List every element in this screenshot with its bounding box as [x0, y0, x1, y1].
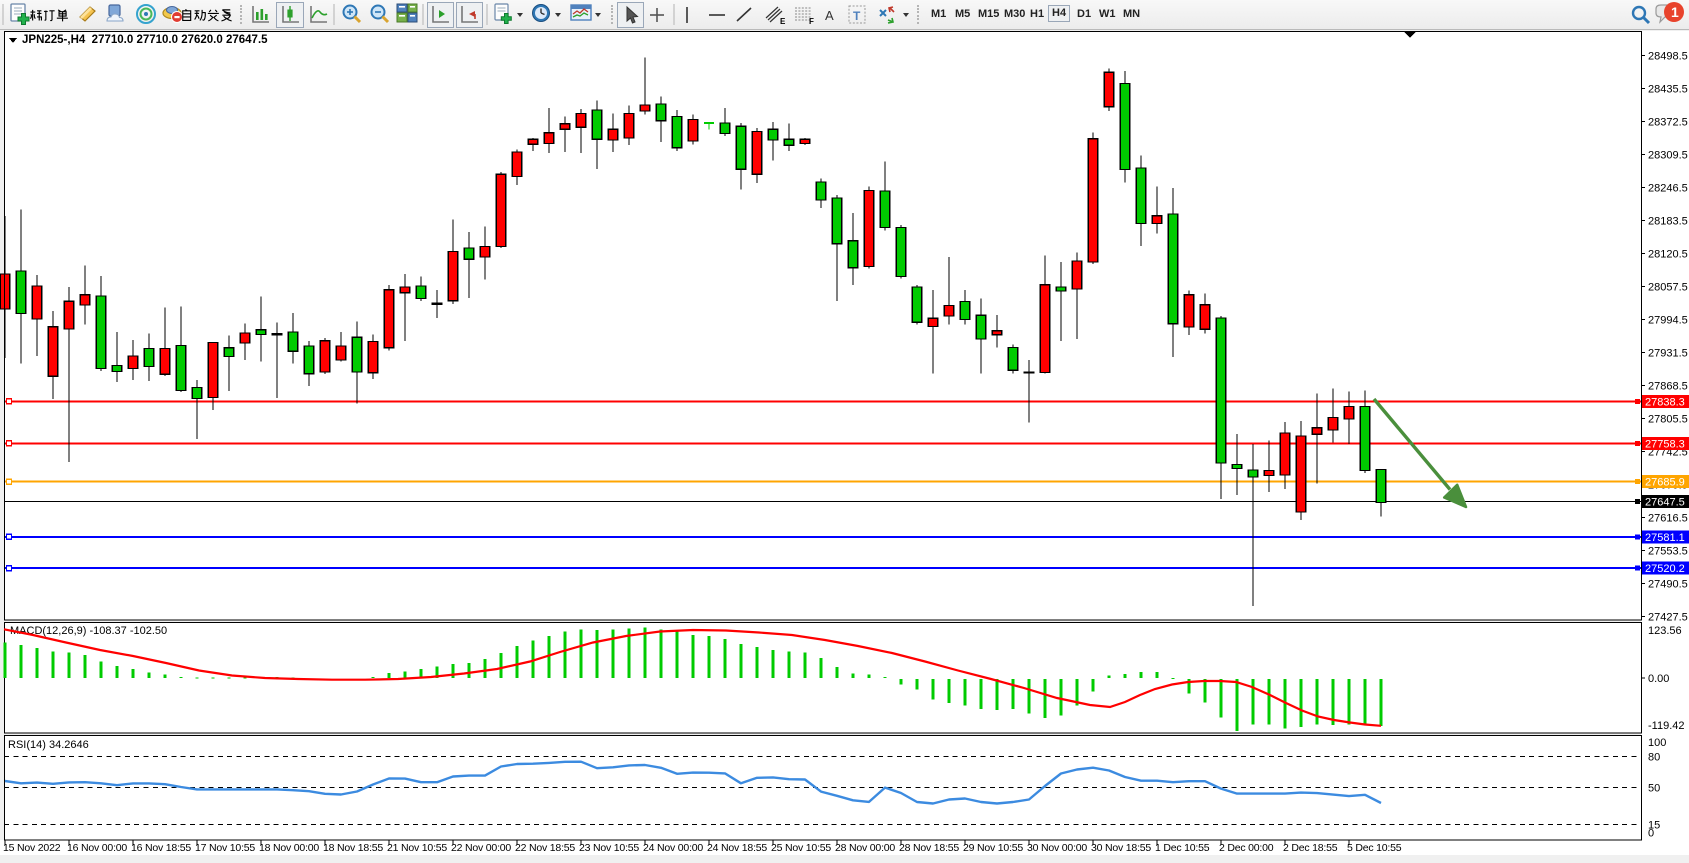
svg-text:30 Nov 00:00: 30 Nov 00:00	[1027, 842, 1087, 854]
svg-text:28120.5: 28120.5	[1648, 249, 1688, 261]
svg-text:27931.5: 27931.5	[1648, 348, 1688, 360]
svg-text:27553.5: 27553.5	[1648, 546, 1688, 558]
svg-text:28183.5: 28183.5	[1648, 216, 1688, 228]
svg-text:30 Nov 18:55: 30 Nov 18:55	[1091, 842, 1151, 854]
svg-text:-119.42: -119.42	[1648, 720, 1685, 732]
svg-text:2 Dec 18:55: 2 Dec 18:55	[1283, 842, 1338, 854]
svg-text:24 Nov 18:55: 24 Nov 18:55	[707, 842, 767, 854]
svg-text:27581.1: 27581.1	[1645, 532, 1685, 544]
svg-text:0.00: 0.00	[1648, 673, 1669, 685]
svg-text:28 Nov 00:00: 28 Nov 00:00	[835, 842, 895, 854]
svg-text:123.56: 123.56	[1648, 625, 1682, 637]
svg-text:28057.5: 28057.5	[1648, 282, 1688, 294]
svg-text:27647.5: 27647.5	[1645, 497, 1685, 509]
svg-text:28372.5: 28372.5	[1648, 116, 1688, 128]
svg-text:F: F	[809, 17, 814, 26]
svg-text:27427.5: 27427.5	[1648, 612, 1688, 624]
svg-text:0: 0	[1648, 828, 1654, 840]
svg-text:27685.9: 27685.9	[1645, 477, 1685, 489]
svg-text:27758.3: 27758.3	[1645, 438, 1685, 450]
svg-text:1: 1	[1671, 4, 1679, 20]
svg-text:17 Nov 10:55: 17 Nov 10:55	[195, 842, 255, 854]
svg-text:28 Nov 18:55: 28 Nov 18:55	[899, 842, 959, 854]
svg-text:27520.2: 27520.2	[1645, 563, 1685, 575]
svg-text:2 Dec 00:00: 2 Dec 00:00	[1219, 842, 1274, 854]
svg-text:25 Nov 10:55: 25 Nov 10:55	[771, 842, 831, 854]
svg-text:A: A	[825, 8, 834, 23]
svg-text:27994.5: 27994.5	[1648, 315, 1688, 327]
svg-text:E: E	[780, 17, 786, 26]
svg-text:5 Dec 10:55: 5 Dec 10:55	[1347, 842, 1402, 854]
svg-text:RSI(14) 34.2646: RSI(14) 34.2646	[8, 739, 89, 751]
svg-text:22 Nov 18:55: 22 Nov 18:55	[515, 842, 575, 854]
svg-text:27616.5: 27616.5	[1648, 513, 1688, 525]
svg-text:80: 80	[1648, 752, 1660, 764]
svg-text:50: 50	[1648, 783, 1660, 795]
svg-text:22 Nov 00:00: 22 Nov 00:00	[451, 842, 511, 854]
svg-text:1 Dec 10:55: 1 Dec 10:55	[1155, 842, 1210, 854]
svg-text:27805.5: 27805.5	[1648, 414, 1688, 426]
svg-text:28246.5: 28246.5	[1648, 183, 1688, 195]
svg-text:23 Nov 10:55: 23 Nov 10:55	[579, 842, 639, 854]
svg-text:24 Nov 00:00: 24 Nov 00:00	[643, 842, 703, 854]
svg-text:21 Nov 10:55: 21 Nov 10:55	[387, 842, 447, 854]
svg-text:18 Nov 00:00: 18 Nov 00:00	[259, 842, 319, 854]
svg-text:JPN225-,H4 27710.0 27710.0 27: JPN225-,H4 27710.0 27710.0 27620.0 27647…	[22, 34, 268, 46]
svg-text:18 Nov 18:55: 18 Nov 18:55	[323, 842, 383, 854]
svg-text:28309.5: 28309.5	[1648, 150, 1688, 162]
svg-text:28435.5: 28435.5	[1648, 83, 1688, 95]
svg-text:27838.3: 27838.3	[1645, 396, 1685, 408]
svg-text:16 Nov 00:00: 16 Nov 00:00	[67, 842, 127, 854]
svg-text:15: 15	[1648, 820, 1660, 832]
svg-text:27868.5: 27868.5	[1648, 381, 1688, 393]
svg-text:15 Nov 2022: 15 Nov 2022	[3, 842, 61, 854]
svg-text:100: 100	[1648, 737, 1666, 749]
svg-text:29 Nov 10:55: 29 Nov 10:55	[963, 842, 1023, 854]
svg-text:27490.5: 27490.5	[1648, 579, 1688, 591]
svg-text:T: T	[853, 9, 861, 23]
svg-text:16 Nov 18:55: 16 Nov 18:55	[131, 842, 191, 854]
svg-text:28498.5: 28498.5	[1648, 50, 1688, 62]
svg-text:MACD(12,26,9) -108.37 -102.50: MACD(12,26,9) -108.37 -102.50	[10, 625, 167, 637]
